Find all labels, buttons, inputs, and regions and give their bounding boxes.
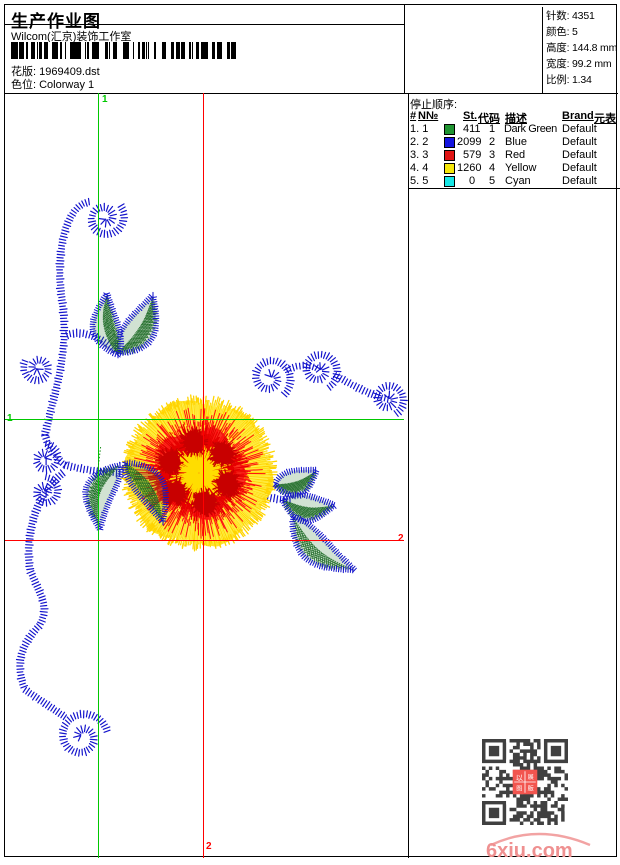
svg-text:以: 以 — [516, 774, 523, 782]
svg-text:展: 展 — [528, 774, 534, 781]
svg-text:6xiu.com: 6xiu.com — [486, 840, 573, 861]
svg-text:版: 版 — [528, 785, 534, 793]
svg-text:图: 图 — [516, 786, 522, 793]
